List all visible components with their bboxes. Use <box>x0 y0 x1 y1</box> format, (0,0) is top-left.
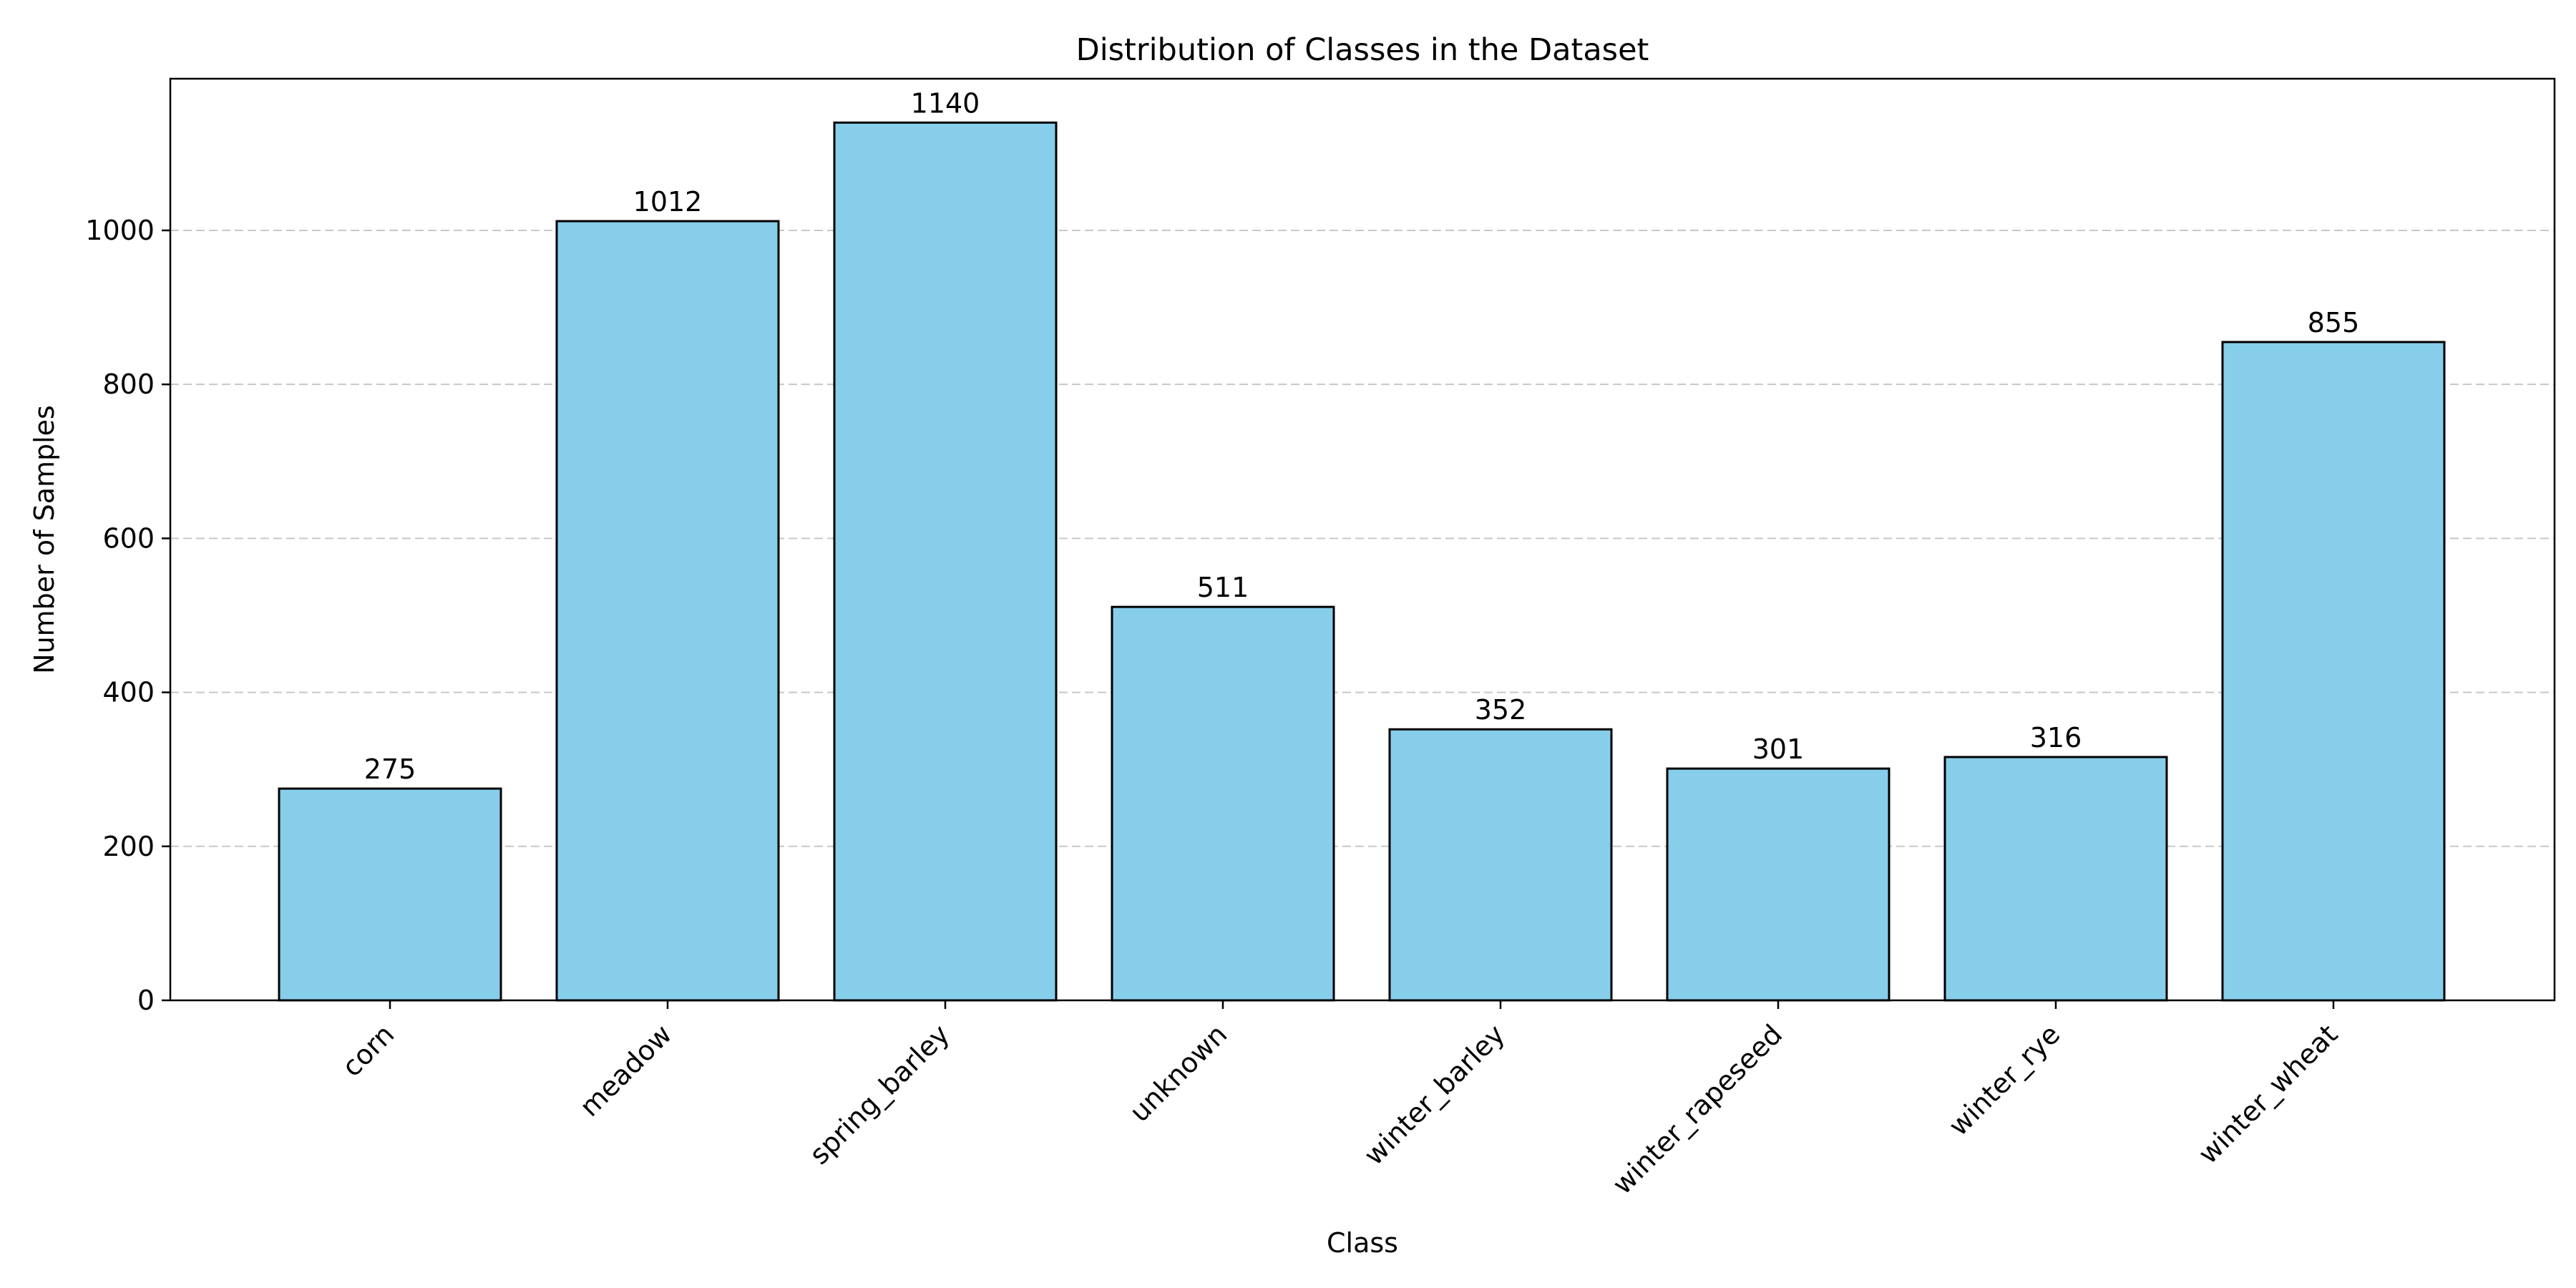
data-label-unknown: 511 <box>1197 572 1249 603</box>
data-label-meadow: 1012 <box>633 186 703 218</box>
x-axis-ticks: corn meadow spring_barley unknown winter_bar… <box>336 1000 2343 1201</box>
x-tick-label-winter_rye: winter_rye <box>1943 1018 2067 1142</box>
y-tick-label: 600 <box>102 522 155 554</box>
x-tick-label-meadow: meadow <box>574 1018 678 1123</box>
x-tick-label-spring_barley: spring_barley <box>804 1018 956 1171</box>
y-axis-ticks: 0 200 400 600 800 1000 <box>85 215 170 1016</box>
data-label-spring_barley: 1140 <box>911 87 980 119</box>
x-tick-label-winter_rapeseed: winter_rapeseed <box>1606 1018 1788 1200</box>
y-axis-label: Number of Samples <box>29 405 60 674</box>
bar-unknown <box>1111 605 1335 1002</box>
data-label-corn: 275 <box>364 753 416 785</box>
plot-frame <box>169 77 2556 1002</box>
x-tick-label-corn: corn <box>336 1018 400 1083</box>
bar-winter_rye <box>1943 756 2168 1002</box>
x-tick-label-unknown: unknown <box>1123 1018 1233 1128</box>
y-tick-label: 800 <box>102 369 155 400</box>
data-label-winter_barley: 352 <box>1475 694 1527 726</box>
chart-title: Distribution of Classes in the Dataset <box>1076 32 1649 68</box>
x-tick-label-winter_wheat: winter_wheat <box>2192 1018 2344 1170</box>
bar-meadow <box>555 220 780 1002</box>
x-axis-label: Class <box>1327 1227 1398 1259</box>
bar-corn <box>278 787 502 1002</box>
data-labels: 275 1012 1140 511 352 301 316 855 <box>364 87 2360 785</box>
data-label-winter_wheat: 855 <box>2308 307 2360 338</box>
y-tick-label: 200 <box>102 831 155 862</box>
bar-winter_rapeseed <box>1666 767 1890 1002</box>
grid-lines <box>170 229 2555 847</box>
y-tick-label: 1000 <box>85 215 155 246</box>
bar-winter_barley <box>1388 728 1613 1002</box>
y-tick-label: 0 <box>137 985 155 1016</box>
x-tick-label-winter_barley: winter_barley <box>1358 1018 1511 1171</box>
bars <box>278 121 2446 1002</box>
bar-winter_wheat <box>2221 341 2446 1002</box>
data-label-winter_rye: 316 <box>2030 722 2082 753</box>
bar-spring_barley <box>833 121 1058 1002</box>
y-tick-label: 400 <box>102 677 155 708</box>
data-label-winter_rapeseed: 301 <box>1752 733 1805 765</box>
